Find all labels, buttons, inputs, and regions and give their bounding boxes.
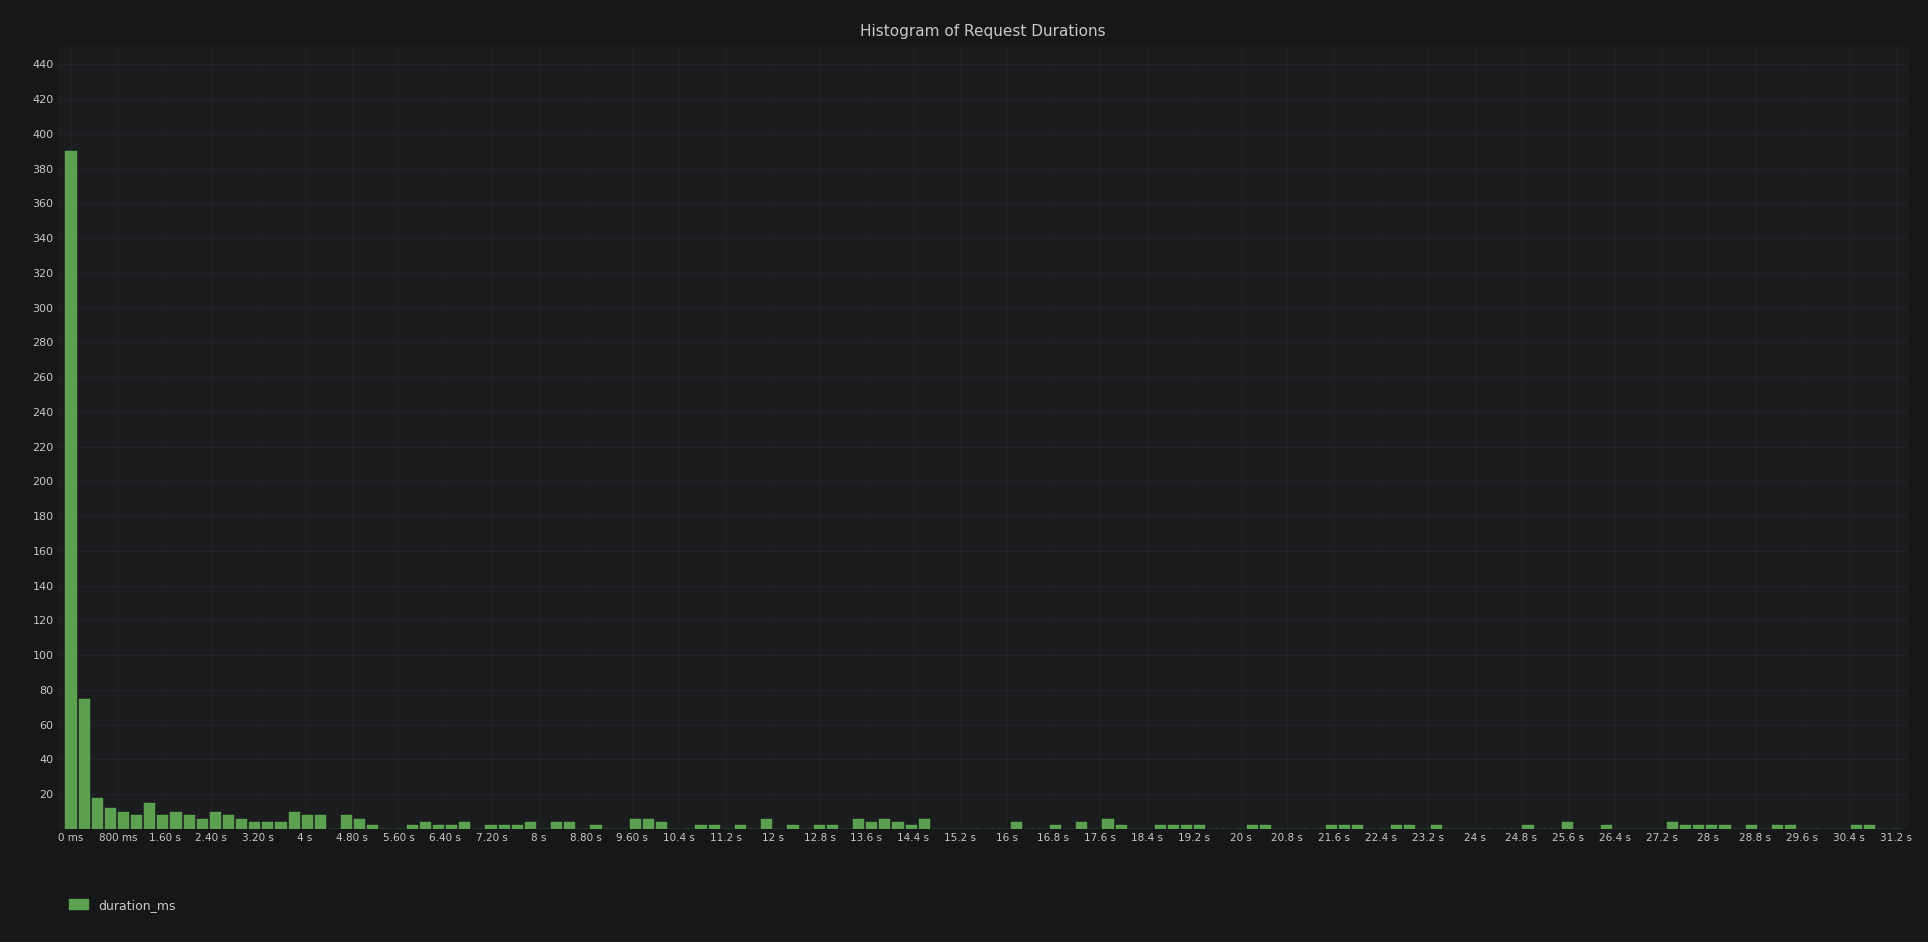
- Bar: [1338, 825, 1350, 829]
- Bar: [183, 815, 195, 829]
- Bar: [1693, 825, 1704, 829]
- Bar: [787, 825, 798, 829]
- Bar: [93, 798, 102, 829]
- Bar: [1010, 822, 1022, 829]
- Bar: [289, 812, 299, 829]
- Bar: [499, 825, 509, 829]
- Bar: [1745, 825, 1756, 829]
- Bar: [918, 819, 929, 829]
- Bar: [1051, 825, 1060, 829]
- Bar: [1602, 825, 1612, 829]
- Bar: [486, 825, 497, 829]
- Bar: [341, 815, 353, 829]
- Bar: [1392, 825, 1402, 829]
- Bar: [656, 822, 667, 829]
- Bar: [420, 822, 432, 829]
- Bar: [1785, 825, 1797, 829]
- Bar: [696, 825, 708, 829]
- Bar: [762, 819, 773, 829]
- Bar: [879, 819, 891, 829]
- Bar: [158, 815, 168, 829]
- Bar: [434, 825, 443, 829]
- Bar: [642, 819, 654, 829]
- Bar: [866, 822, 877, 829]
- Bar: [210, 812, 222, 829]
- Bar: [1182, 825, 1192, 829]
- Bar: [314, 815, 326, 829]
- Bar: [1404, 825, 1415, 829]
- Bar: [1103, 819, 1114, 829]
- Bar: [170, 812, 181, 829]
- Bar: [1720, 825, 1731, 829]
- Title: Histogram of Request Durations: Histogram of Request Durations: [860, 24, 1107, 39]
- Bar: [852, 819, 864, 829]
- Bar: [630, 819, 640, 829]
- Bar: [1706, 825, 1718, 829]
- Bar: [355, 819, 364, 829]
- Bar: [735, 825, 746, 829]
- Bar: [1352, 825, 1363, 829]
- Bar: [1679, 825, 1691, 829]
- Bar: [893, 822, 904, 829]
- Bar: [459, 822, 470, 829]
- Bar: [1668, 822, 1677, 829]
- Legend: duration_ms: duration_ms: [64, 894, 181, 917]
- Bar: [565, 822, 575, 829]
- Bar: [1259, 825, 1271, 829]
- Bar: [814, 825, 825, 829]
- Bar: [368, 825, 378, 829]
- Bar: [1326, 825, 1336, 829]
- Bar: [249, 822, 260, 829]
- Bar: [511, 825, 522, 829]
- Bar: [1772, 825, 1783, 829]
- Bar: [827, 825, 839, 829]
- Bar: [407, 825, 418, 829]
- Bar: [1864, 825, 1874, 829]
- Bar: [1155, 825, 1166, 829]
- Bar: [66, 152, 77, 829]
- Bar: [1168, 825, 1180, 829]
- Bar: [590, 825, 602, 829]
- Bar: [301, 815, 312, 829]
- Bar: [235, 819, 247, 829]
- Bar: [224, 815, 233, 829]
- Bar: [710, 825, 719, 829]
- Bar: [1193, 825, 1205, 829]
- Bar: [104, 808, 116, 829]
- Bar: [524, 822, 536, 829]
- Bar: [1076, 822, 1087, 829]
- Bar: [1562, 822, 1573, 829]
- Bar: [445, 825, 457, 829]
- Bar: [906, 825, 916, 829]
- Bar: [131, 815, 143, 829]
- Bar: [262, 822, 274, 829]
- Bar: [79, 699, 91, 829]
- Bar: [145, 803, 156, 829]
- Bar: [1523, 825, 1533, 829]
- Bar: [276, 822, 287, 829]
- Bar: [1851, 825, 1862, 829]
- Bar: [551, 822, 563, 829]
- Bar: [1247, 825, 1257, 829]
- Bar: [118, 812, 129, 829]
- Bar: [1431, 825, 1442, 829]
- Bar: [1116, 825, 1126, 829]
- Bar: [197, 819, 208, 829]
